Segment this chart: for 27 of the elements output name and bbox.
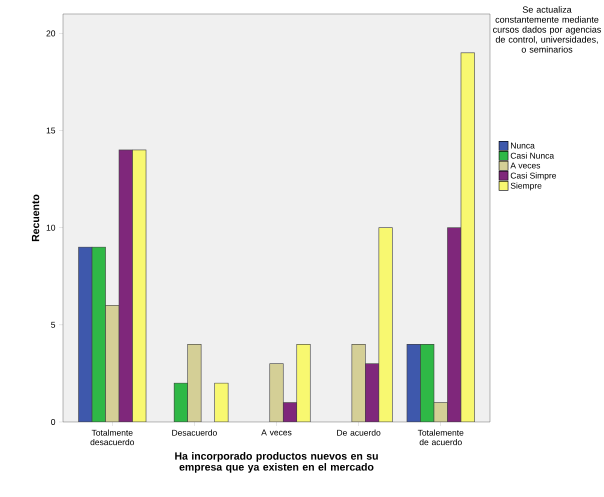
y-tick-label: 10	[46, 224, 56, 231]
legend-label: Siempre	[510, 182, 542, 190]
bar	[282, 402, 298, 422]
bar	[420, 344, 434, 422]
x-tick-label: A veces	[261, 430, 292, 436]
legend-label: A veces	[510, 162, 540, 168]
y-tick-label: 5	[51, 322, 56, 328]
bar	[78, 246, 92, 422]
x-tick-label: Totalmente desacuerdo	[90, 430, 134, 446]
legend-label: Casi Nunca	[510, 152, 554, 159]
x-tick-label: Desacuerdo	[172, 430, 217, 436]
legend-label: Nunca	[511, 142, 535, 149]
bar	[118, 150, 133, 422]
x-tick-label: De acuerdo	[337, 430, 380, 436]
bar	[92, 246, 106, 422]
bar	[406, 344, 421, 422]
bar	[174, 382, 188, 422]
y-axis-title: Recuento	[32, 194, 40, 242]
bar	[447, 227, 462, 422]
legend-label: Casi Simpre	[510, 172, 556, 180]
x-axis-title: Ha incorporado productos nuevos en su empresa que ya existen en el mercado	[175, 452, 378, 473]
x-tick-label: Totalemente de acuerdo	[418, 430, 464, 446]
y-tick-label: 20	[46, 30, 56, 36]
legend-title: Se actualiza constantemente mediante cursos dados por agencias de control, universidades, o seminarios	[493, 6, 601, 53]
bar	[365, 363, 380, 422]
y-tick-label: 0	[51, 418, 56, 425]
y-tick-label: 15	[46, 128, 56, 134]
